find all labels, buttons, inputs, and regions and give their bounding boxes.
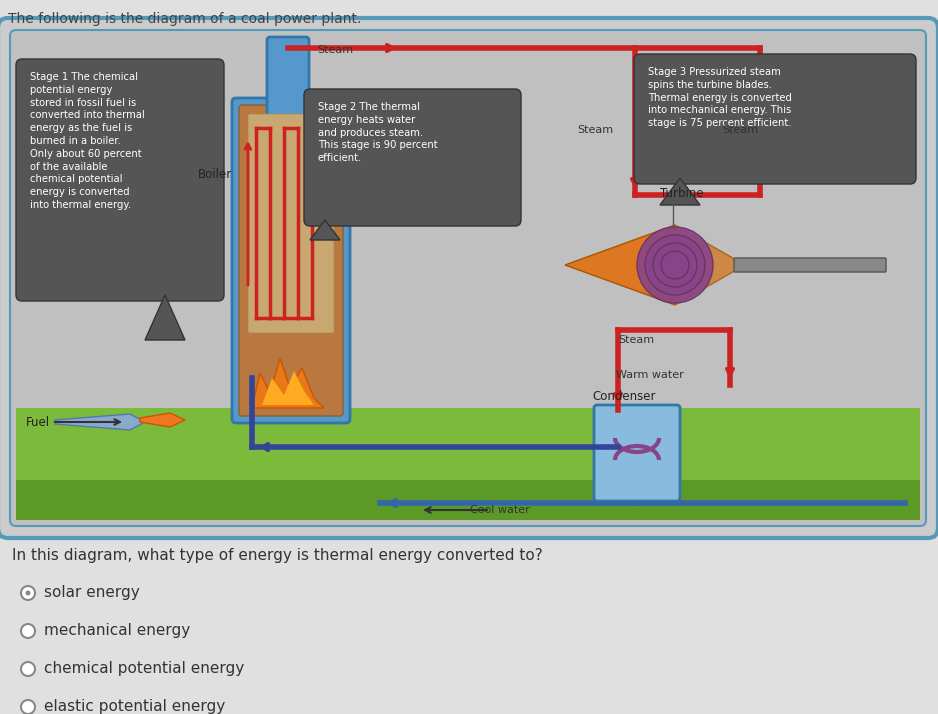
Circle shape xyxy=(21,662,35,676)
FancyBboxPatch shape xyxy=(594,405,680,501)
Circle shape xyxy=(653,243,697,287)
Text: Stage 3 Pressurized steam
spins the turbine blades.
Thermal energy is converted
: Stage 3 Pressurized steam spins the turb… xyxy=(648,67,792,129)
FancyBboxPatch shape xyxy=(267,37,309,118)
Polygon shape xyxy=(675,225,745,305)
Polygon shape xyxy=(16,408,920,520)
Text: Fuel: Fuel xyxy=(26,416,50,428)
Text: Cool water: Cool water xyxy=(470,505,530,515)
FancyBboxPatch shape xyxy=(634,54,916,184)
Text: In this diagram, what type of energy is thermal energy converted to?: In this diagram, what type of energy is … xyxy=(12,548,543,563)
Polygon shape xyxy=(145,295,185,340)
Circle shape xyxy=(21,624,35,638)
Text: solar energy: solar energy xyxy=(44,585,140,600)
Text: Boiler: Boiler xyxy=(198,168,232,181)
FancyBboxPatch shape xyxy=(239,105,343,416)
Circle shape xyxy=(661,251,689,279)
Circle shape xyxy=(21,700,35,714)
Text: Steam: Steam xyxy=(577,125,613,135)
Text: Condenser: Condenser xyxy=(592,390,656,403)
FancyBboxPatch shape xyxy=(734,258,886,272)
Text: Steam: Steam xyxy=(618,335,654,345)
Circle shape xyxy=(645,235,705,295)
Text: Steam: Steam xyxy=(317,45,353,55)
Text: Stage 2 The thermal
energy heats water
and produces steam.
This stage is 90 perc: Stage 2 The thermal energy heats water a… xyxy=(318,102,438,164)
Polygon shape xyxy=(565,225,675,305)
FancyBboxPatch shape xyxy=(0,18,938,538)
Circle shape xyxy=(637,227,713,303)
Text: elastic potential energy: elastic potential energy xyxy=(44,700,225,714)
Polygon shape xyxy=(252,358,324,408)
Polygon shape xyxy=(16,480,920,520)
FancyBboxPatch shape xyxy=(16,59,224,301)
Circle shape xyxy=(21,586,35,600)
Text: Turbine: Turbine xyxy=(660,187,704,200)
Polygon shape xyxy=(310,220,340,240)
Polygon shape xyxy=(140,413,185,427)
Text: mechanical energy: mechanical energy xyxy=(44,623,190,638)
FancyBboxPatch shape xyxy=(248,114,334,333)
Text: Warm water: Warm water xyxy=(616,370,684,380)
Text: Steam: Steam xyxy=(722,125,758,135)
Circle shape xyxy=(25,590,31,595)
FancyBboxPatch shape xyxy=(304,89,521,226)
FancyBboxPatch shape xyxy=(10,30,926,526)
Polygon shape xyxy=(660,178,700,205)
Polygon shape xyxy=(55,414,145,430)
Polygon shape xyxy=(262,371,314,405)
Text: Stage 1 The chemical
potential energy
stored in fossil fuel is
converted into th: Stage 1 The chemical potential energy st… xyxy=(30,72,144,210)
FancyBboxPatch shape xyxy=(232,98,350,423)
Text: chemical potential energy: chemical potential energy xyxy=(44,661,244,676)
Text: The following is the diagram of a coal power plant.: The following is the diagram of a coal p… xyxy=(8,12,361,26)
